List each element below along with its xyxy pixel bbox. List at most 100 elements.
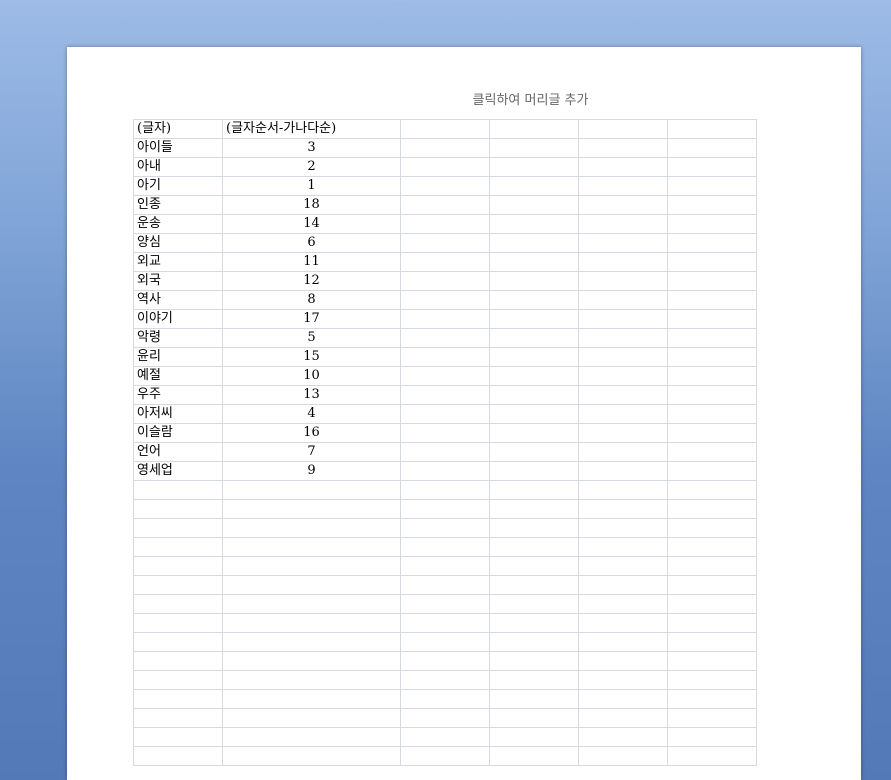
cell[interactable] bbox=[489, 404, 579, 424]
cell[interactable] bbox=[400, 499, 490, 519]
cell[interactable]: 역사 bbox=[133, 290, 223, 310]
cell[interactable] bbox=[667, 195, 757, 215]
cell[interactable] bbox=[578, 518, 668, 538]
cell[interactable] bbox=[222, 708, 401, 728]
cell[interactable] bbox=[489, 689, 579, 709]
cell[interactable] bbox=[578, 499, 668, 519]
cell[interactable] bbox=[400, 575, 490, 595]
cell[interactable] bbox=[578, 271, 668, 291]
cell[interactable] bbox=[222, 594, 401, 614]
cell[interactable]: 언어 bbox=[133, 442, 223, 462]
cell[interactable] bbox=[667, 670, 757, 690]
cell[interactable] bbox=[667, 233, 757, 253]
cell[interactable] bbox=[667, 651, 757, 671]
cell[interactable] bbox=[133, 689, 223, 709]
cell[interactable] bbox=[400, 518, 490, 538]
cell[interactable] bbox=[400, 195, 490, 215]
cell[interactable] bbox=[578, 195, 668, 215]
cell[interactable] bbox=[578, 461, 668, 481]
cell[interactable] bbox=[578, 423, 668, 443]
cell[interactable] bbox=[222, 499, 401, 519]
cell[interactable] bbox=[400, 309, 490, 329]
cell[interactable] bbox=[489, 442, 579, 462]
cell[interactable] bbox=[578, 651, 668, 671]
cell[interactable] bbox=[578, 328, 668, 348]
cell[interactable] bbox=[667, 385, 757, 405]
cell[interactable] bbox=[489, 670, 579, 690]
cell[interactable]: 9 bbox=[222, 461, 401, 481]
cell[interactable]: 17 bbox=[222, 309, 401, 329]
cell[interactable] bbox=[667, 632, 757, 652]
cell[interactable] bbox=[667, 138, 757, 158]
cell[interactable] bbox=[578, 119, 668, 139]
cell[interactable]: 6 bbox=[222, 233, 401, 253]
cell[interactable] bbox=[667, 556, 757, 576]
cell[interactable] bbox=[400, 271, 490, 291]
cell[interactable] bbox=[400, 727, 490, 747]
cell[interactable] bbox=[667, 252, 757, 272]
cell[interactable] bbox=[578, 309, 668, 329]
cell[interactable] bbox=[578, 613, 668, 633]
cell[interactable] bbox=[578, 385, 668, 405]
cell[interactable] bbox=[578, 138, 668, 158]
cell[interactable] bbox=[667, 689, 757, 709]
cell[interactable] bbox=[400, 328, 490, 348]
cell[interactable]: 영세업 bbox=[133, 461, 223, 481]
cell[interactable] bbox=[667, 309, 757, 329]
cell[interactable]: 아내 bbox=[133, 157, 223, 177]
cell[interactable] bbox=[400, 461, 490, 481]
cell[interactable]: 11 bbox=[222, 252, 401, 272]
cell[interactable] bbox=[400, 442, 490, 462]
cell[interactable] bbox=[400, 632, 490, 652]
cell[interactable] bbox=[489, 252, 579, 272]
cell[interactable] bbox=[133, 708, 223, 728]
cell[interactable] bbox=[667, 575, 757, 595]
cell[interactable] bbox=[400, 746, 490, 766]
cell[interactable] bbox=[489, 290, 579, 310]
cell[interactable]: (글자) bbox=[133, 119, 223, 139]
cell[interactable] bbox=[400, 708, 490, 728]
cell[interactable] bbox=[667, 518, 757, 538]
cell[interactable]: 우주 bbox=[133, 385, 223, 405]
cell[interactable] bbox=[489, 195, 579, 215]
cell[interactable] bbox=[400, 689, 490, 709]
cell[interactable] bbox=[400, 347, 490, 367]
cell[interactable] bbox=[489, 138, 579, 158]
cell[interactable] bbox=[489, 480, 579, 500]
cell[interactable] bbox=[578, 214, 668, 234]
cell[interactable]: 2 bbox=[222, 157, 401, 177]
cell[interactable] bbox=[400, 651, 490, 671]
cell[interactable] bbox=[578, 556, 668, 576]
cell[interactable]: 운송 bbox=[133, 214, 223, 234]
cell[interactable] bbox=[400, 366, 490, 386]
cell[interactable]: 양심 bbox=[133, 233, 223, 253]
cell[interactable] bbox=[222, 727, 401, 747]
cell[interactable]: (글자순서-가나다순) bbox=[222, 119, 401, 139]
cell[interactable] bbox=[222, 632, 401, 652]
cell[interactable] bbox=[400, 119, 490, 139]
cell[interactable] bbox=[489, 157, 579, 177]
cell[interactable] bbox=[133, 651, 223, 671]
cell[interactable] bbox=[667, 708, 757, 728]
cell[interactable] bbox=[578, 575, 668, 595]
cell[interactable] bbox=[489, 328, 579, 348]
cell[interactable] bbox=[667, 727, 757, 747]
cell[interactable] bbox=[489, 499, 579, 519]
cell[interactable] bbox=[578, 480, 668, 500]
cell[interactable] bbox=[667, 423, 757, 443]
cell[interactable] bbox=[489, 594, 579, 614]
cell[interactable] bbox=[400, 252, 490, 272]
cell[interactable] bbox=[578, 727, 668, 747]
cell[interactable]: 아이들 bbox=[133, 138, 223, 158]
cell[interactable] bbox=[578, 689, 668, 709]
cell[interactable] bbox=[578, 366, 668, 386]
cell[interactable]: 4 bbox=[222, 404, 401, 424]
cell[interactable] bbox=[667, 461, 757, 481]
cell[interactable] bbox=[489, 746, 579, 766]
cell[interactable] bbox=[667, 328, 757, 348]
cell[interactable] bbox=[400, 233, 490, 253]
cell[interactable] bbox=[133, 518, 223, 538]
cell[interactable] bbox=[400, 138, 490, 158]
cell[interactable]: 이야기 bbox=[133, 309, 223, 329]
cell[interactable] bbox=[222, 518, 401, 538]
